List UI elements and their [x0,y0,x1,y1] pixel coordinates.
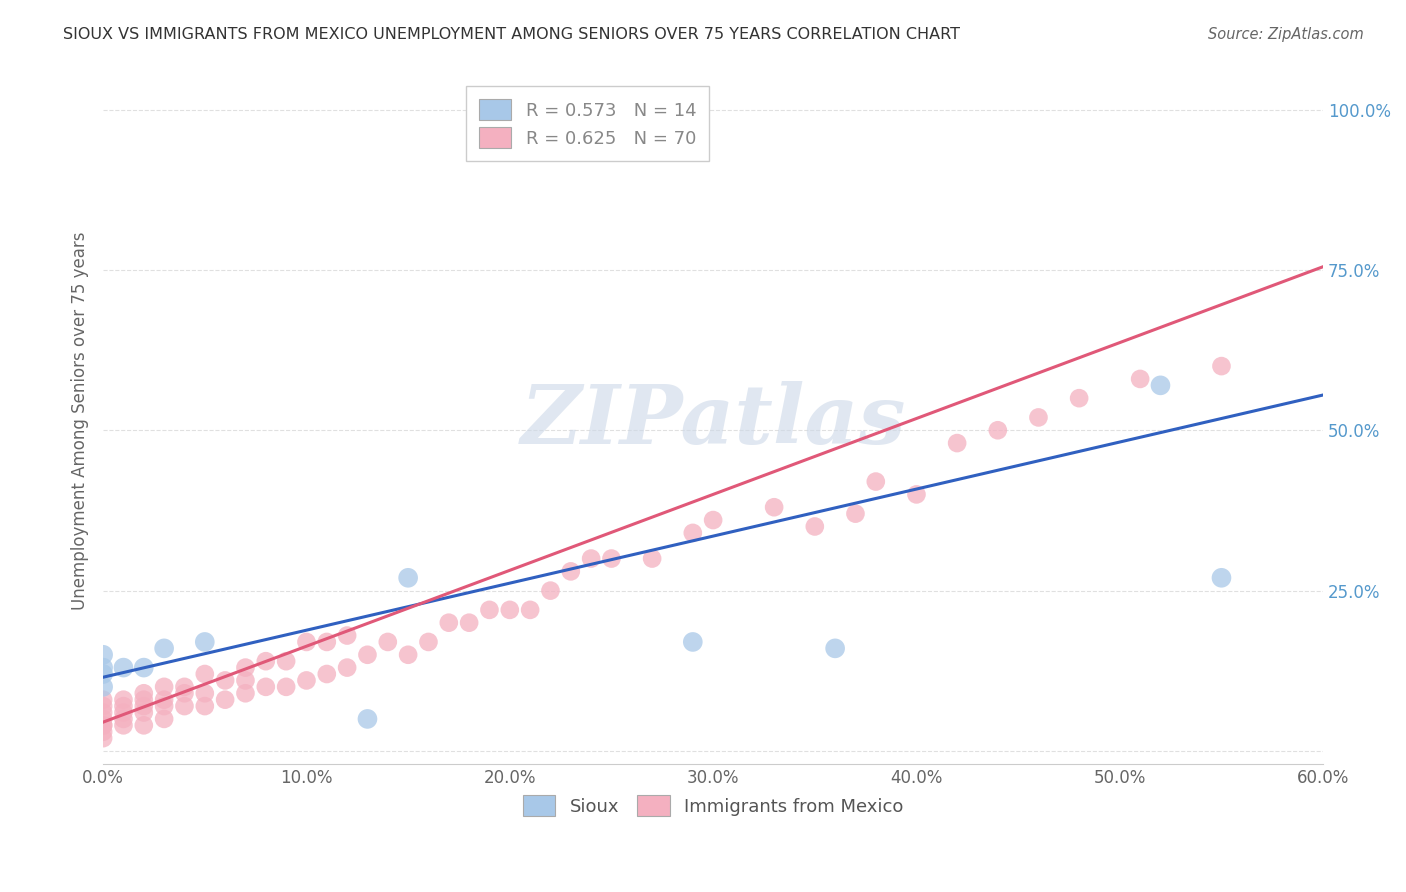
Point [132,660,155,674]
Point [1028,410,1050,425]
Point [173,680,195,694]
Point [804,519,827,533]
Point [112,706,135,720]
Point [153,699,176,714]
Point [235,673,257,688]
Point [356,712,378,726]
Point [254,680,277,694]
Point [112,718,135,732]
Point [194,699,217,714]
Point [91,718,114,732]
Point [91,724,114,739]
Point [396,571,419,585]
Point [499,603,522,617]
Point [1069,391,1091,405]
Point [153,641,176,656]
Point [91,680,114,694]
Point [91,660,114,674]
Point [91,648,114,662]
Point [987,423,1010,437]
Point [295,635,318,649]
Point [478,603,501,617]
Point [865,475,887,489]
Point [91,667,114,681]
Point [356,648,378,662]
Point [295,673,318,688]
Point [173,686,195,700]
Point [112,692,135,706]
Point [132,699,155,714]
Text: SIOUX VS IMMIGRANTS FROM MEXICO UNEMPLOYMENT AMONG SENIORS OVER 75 YEARS CORRELA: SIOUX VS IMMIGRANTS FROM MEXICO UNEMPLOY… [63,27,960,42]
Point [600,551,623,566]
Point [315,667,337,681]
Point [132,692,155,706]
Point [276,654,298,668]
Point [519,603,541,617]
Point [1149,378,1171,392]
Y-axis label: Unemployment Among Seniors over 75 years: Unemployment Among Seniors over 75 years [72,231,89,610]
Point [844,507,866,521]
Point [458,615,481,630]
Point [396,648,419,662]
Point [91,731,114,746]
Point [641,551,664,566]
Text: ZIPatlas: ZIPatlas [520,381,905,460]
Point [214,692,236,706]
Point [132,686,155,700]
Point [214,673,236,688]
Point [112,699,135,714]
Point [763,500,786,515]
Point [315,635,337,649]
Point [682,635,704,649]
Point [824,641,846,656]
Point [173,699,195,714]
Point [194,667,217,681]
Point [91,706,114,720]
Point [336,660,359,674]
Point [235,660,257,674]
Point [1211,359,1233,373]
Point [91,692,114,706]
Legend: Sioux, Immigrants from Mexico: Sioux, Immigrants from Mexico [516,789,911,823]
Point [235,686,257,700]
Point [579,551,602,566]
Text: Source: ZipAtlas.com: Source: ZipAtlas.com [1208,27,1364,42]
Point [91,718,114,732]
Point [112,712,135,726]
Point [1129,372,1152,386]
Point [418,635,440,649]
Point [540,583,562,598]
Point [702,513,724,527]
Point [153,692,176,706]
Point [437,615,460,630]
Point [682,525,704,540]
Point [132,718,155,732]
Point [946,436,969,450]
Point [336,628,359,642]
Point [194,635,217,649]
Point [377,635,399,649]
Point [905,487,928,501]
Point [254,654,277,668]
Point [132,706,155,720]
Point [560,565,582,579]
Point [276,680,298,694]
Point [112,660,135,674]
Point [91,699,114,714]
Point [194,686,217,700]
Point [153,680,176,694]
Point [153,712,176,726]
Point [1211,571,1233,585]
Point [91,712,114,726]
